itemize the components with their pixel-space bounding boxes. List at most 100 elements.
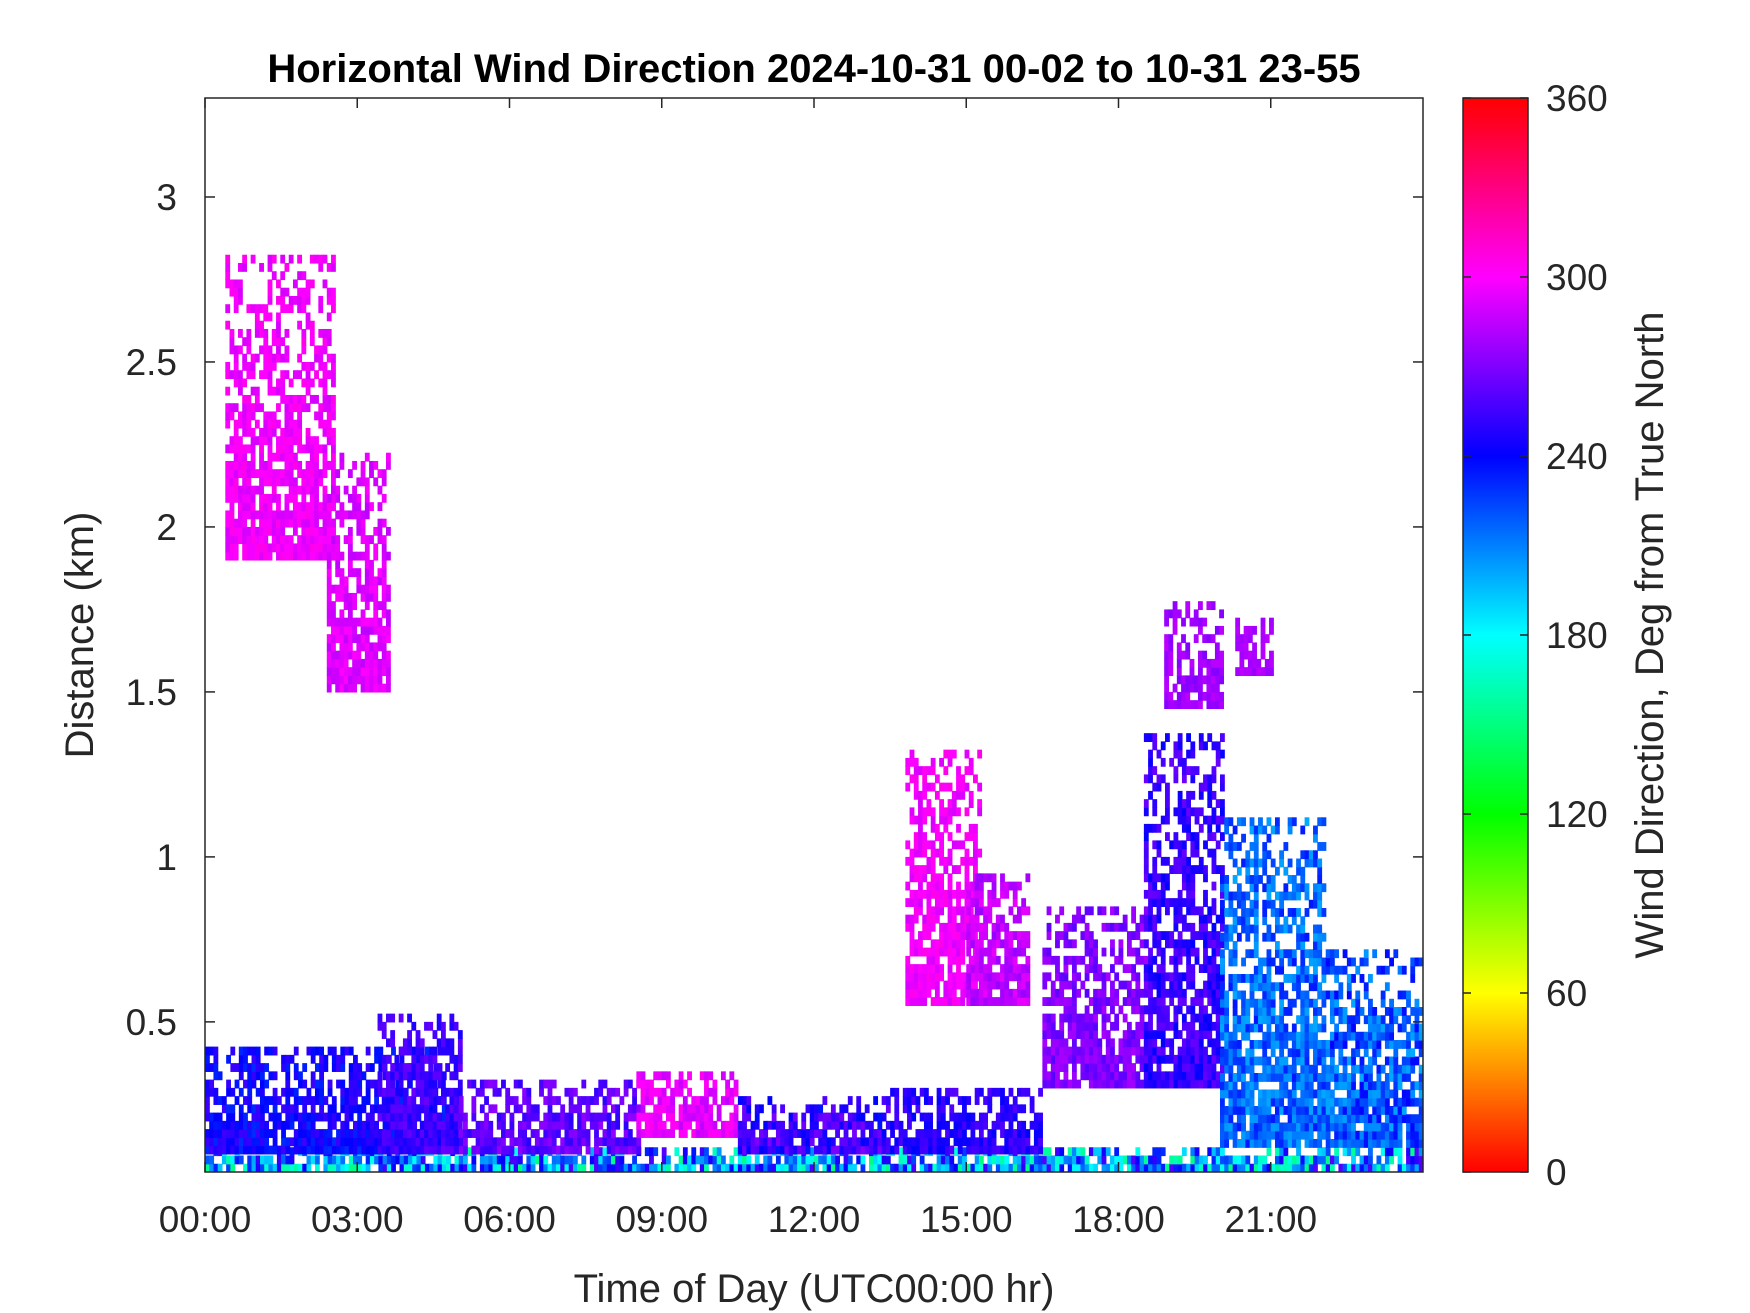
heatmap-cell: [1249, 908, 1255, 917]
heatmap-cell: [978, 988, 984, 998]
heatmap-cell: [902, 1145, 908, 1155]
heatmap-cell: [922, 889, 928, 899]
heatmap-cell: [547, 1163, 553, 1172]
heatmap-cell: [373, 460, 379, 470]
heatmap-cell: [1258, 1130, 1263, 1140]
heatmap-cell: [913, 840, 919, 850]
heatmap-cell: [678, 1112, 684, 1122]
heatmap-cell: [835, 1129, 840, 1138]
heatmap-cell: [623, 1087, 629, 1097]
heatmap-cell: [297, 510, 303, 520]
heatmap-cell: [429, 1163, 434, 1172]
heatmap-cell: [285, 1145, 291, 1155]
heatmap-cell: [377, 1071, 383, 1081]
heatmap-cell: [1283, 1139, 1289, 1148]
heatmap-cell: [335, 584, 341, 594]
heatmap-cell: [674, 1147, 680, 1157]
heatmap-cell: [957, 1145, 963, 1155]
heatmap-cell: [577, 1104, 582, 1114]
heatmap-cell: [259, 469, 264, 479]
heatmap-cell: [1236, 1139, 1242, 1148]
heatmap-cell: [1169, 757, 1175, 767]
heatmap-cell: [1177, 848, 1183, 858]
heatmap-cell: [1186, 955, 1191, 965]
heatmap-cell: [288, 295, 294, 305]
heatmap-cell: [784, 1137, 790, 1147]
heatmap-cell: [964, 832, 970, 841]
heatmap-cell: [1203, 1046, 1208, 1056]
heatmap-cell: [1274, 1106, 1280, 1115]
heatmap-cell: [951, 865, 957, 874]
heatmap-cell: [221, 1120, 227, 1130]
heatmap-cell: [1291, 1097, 1297, 1107]
heatmap-cell: [1046, 931, 1052, 940]
heatmap-cell: [280, 304, 286, 314]
heatmap-cell: [319, 1137, 325, 1147]
heatmap-cell: [932, 1163, 938, 1172]
heatmap-cell: [974, 1096, 980, 1105]
heatmap-cell: [331, 1046, 337, 1056]
heatmap-cell: [348, 1046, 354, 1056]
heatmap-cell: [1211, 1054, 1217, 1064]
heatmap-cell: [1050, 1063, 1056, 1072]
heatmap-cell: [1000, 889, 1005, 899]
heatmap-cell: [386, 551, 391, 561]
heatmap-cell: [1181, 1013, 1187, 1023]
heatmap-cell: [229, 535, 235, 545]
heatmap-cell: [1008, 906, 1014, 916]
heatmap-cell: [288, 452, 294, 462]
heatmap-cell: [339, 592, 345, 602]
heatmap-cell: [1101, 1054, 1107, 1064]
heatmap-cell: [293, 1145, 299, 1155]
heatmap-cell: [1160, 815, 1166, 825]
heatmap-cell: [1249, 883, 1255, 893]
heatmap-cell: [1279, 949, 1285, 959]
heatmap-cell: [1055, 988, 1060, 998]
heatmap-cell: [915, 1145, 921, 1155]
heatmap-cell: [835, 1145, 840, 1155]
heatmap-cell: [416, 1163, 422, 1172]
heatmap-cell: [1181, 1163, 1187, 1172]
heatmap-cell: [1198, 782, 1204, 792]
heatmap-cell: [1131, 914, 1137, 924]
heatmap-cell: [217, 1129, 223, 1138]
heatmap-cell: [839, 1104, 845, 1114]
heatmap-cell: [960, 939, 966, 949]
heatmap-cell: [1143, 1030, 1149, 1039]
heatmap-cell: [411, 1096, 417, 1105]
heatmap-cell: [267, 361, 273, 371]
heatmap-cell: [619, 1137, 625, 1147]
heatmap-cell: [297, 370, 303, 380]
heatmap-cell: [720, 1096, 726, 1105]
heatmap-cell: [1160, 1071, 1166, 1081]
heatmap-cell: [926, 856, 932, 866]
heatmap-cell: [1224, 924, 1230, 934]
heatmap-cell: [479, 1129, 485, 1138]
heatmap-cell: [627, 1129, 633, 1138]
heatmap-cell: [822, 1129, 828, 1138]
heatmap-cell: [1190, 749, 1196, 759]
heatmap-cell: [1076, 1030, 1082, 1039]
heatmap-cell: [1038, 1129, 1043, 1138]
heatmap-cell: [594, 1129, 599, 1138]
heatmap-cell: [742, 1104, 747, 1114]
heatmap-cell: [1165, 733, 1170, 743]
heatmap-cell: [326, 403, 332, 413]
heatmap-cell: [326, 436, 332, 446]
heatmap-cell: [1025, 931, 1031, 940]
heatmap-cell: [1241, 1097, 1246, 1107]
heatmap-cell: [918, 790, 923, 800]
heatmap-cell: [1181, 865, 1187, 874]
heatmap-cell: [1198, 922, 1204, 932]
heatmap-cell: [263, 419, 269, 429]
heatmap-cell: [1228, 1056, 1234, 1066]
heatmap-cell: [1203, 1054, 1208, 1064]
heatmap-cell: [347, 683, 353, 693]
heatmap-cell: [255, 1129, 261, 1138]
heatmap-cell: [271, 485, 277, 495]
heatmap-cell: [335, 493, 341, 503]
heatmap-cell: [238, 1071, 244, 1081]
heatmap-cell: [907, 1104, 912, 1114]
heatmap-cell: [369, 675, 374, 685]
heatmap-cell: [357, 1112, 363, 1122]
